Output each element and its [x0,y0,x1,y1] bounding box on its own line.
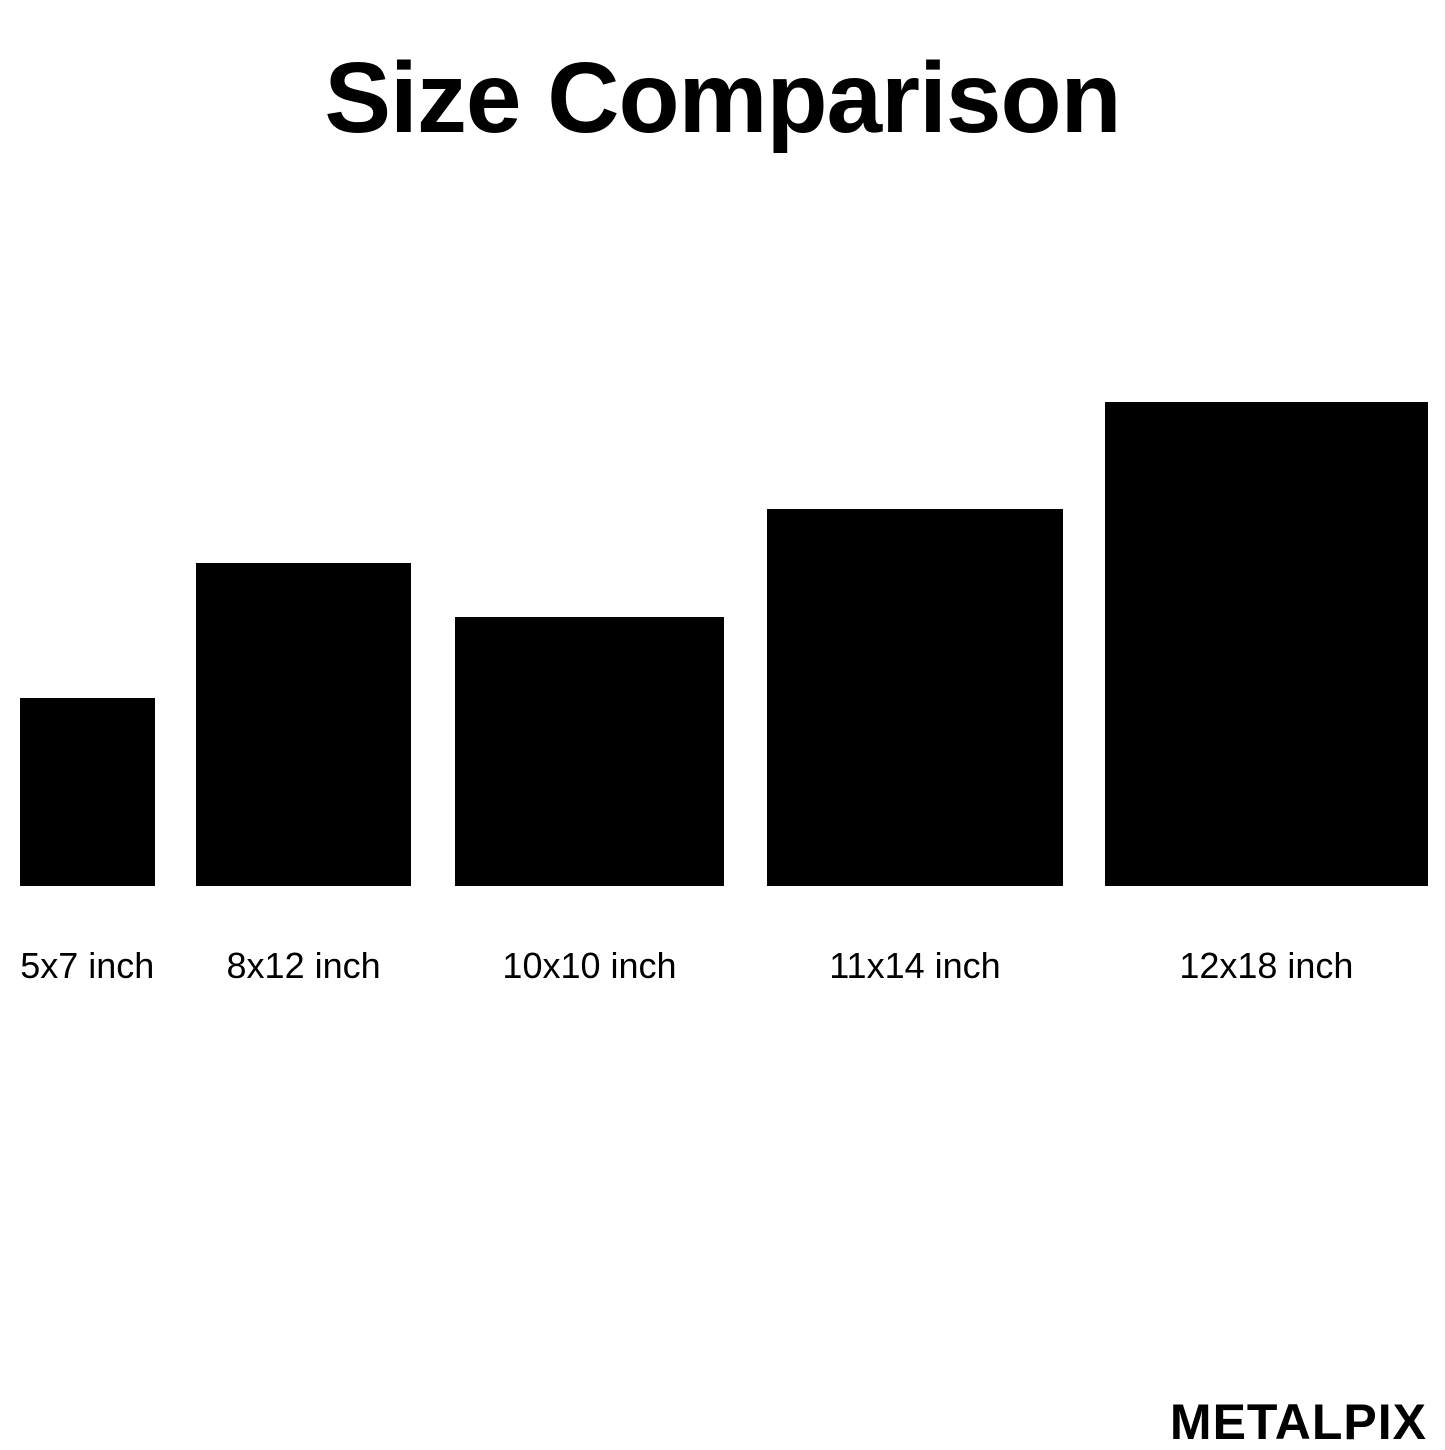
size-label-12x18: 12x18 inch [1179,945,1354,986]
size-label-5x7: 5x7 inch [20,945,155,986]
page-title: Size Comparison [324,42,1121,154]
size-label-10x10: 10x10 inch [502,945,677,986]
metalpix-logo: METALPIX [1169,1394,1427,1450]
size-rect-11x14 [767,509,1063,886]
size-rect-8x12 [196,563,412,886]
size-label-8x12: 8x12 inch [226,945,381,986]
size-label-11x14: 11x14 inch [829,945,1001,986]
size-rect-5x7 [20,697,155,886]
size-rect-10x10 [455,617,724,886]
size-rect-12x18 [1105,401,1428,886]
